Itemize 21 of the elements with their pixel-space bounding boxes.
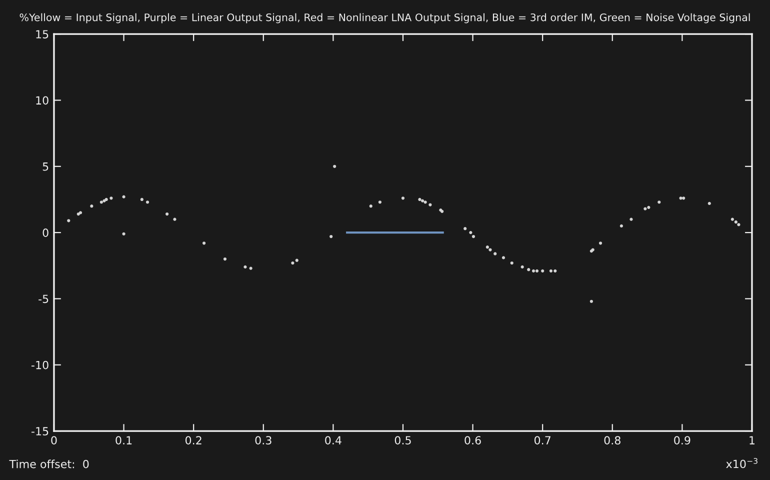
x-tick-label: 0.6 [464,436,481,444]
x-tick-label: 0.1 [116,436,132,444]
chart-title: %Yellow = Input Signal, Purple = Linear Output Signal, Red = Nonlinear LNA Output Signal, Blue = 3rd order IM, Green = Noise Voltage Signal [20,13,750,24]
text: x10$^{−3}$ [726,458,758,468]
x-tick-label: 0.2 [185,436,202,444]
x-tick-label: 0.9 [674,436,690,444]
x-tick-label: 0.8 [604,436,620,444]
x-tick-label: 0.3 [255,436,272,444]
x-tick-label: 0.4 [325,436,342,444]
y-tick-label: 5 [42,162,48,171]
y-tick-label: -5 [38,294,48,304]
y-tick-label: 10 [36,96,48,105]
y-tick-label: -15 [32,427,48,436]
x-tick-label: 0.5 [394,436,411,444]
y-tick-label: 0 [42,228,48,237]
y-tick-label: 15 [36,30,48,38]
y-tick-label: -10 [32,360,48,370]
x-tick-label: 0 [51,436,57,444]
text: Time offset: 0 [9,460,89,468]
x-tick-label: 0.7 [534,436,550,444]
x-tick-label: 1 [750,436,754,444]
